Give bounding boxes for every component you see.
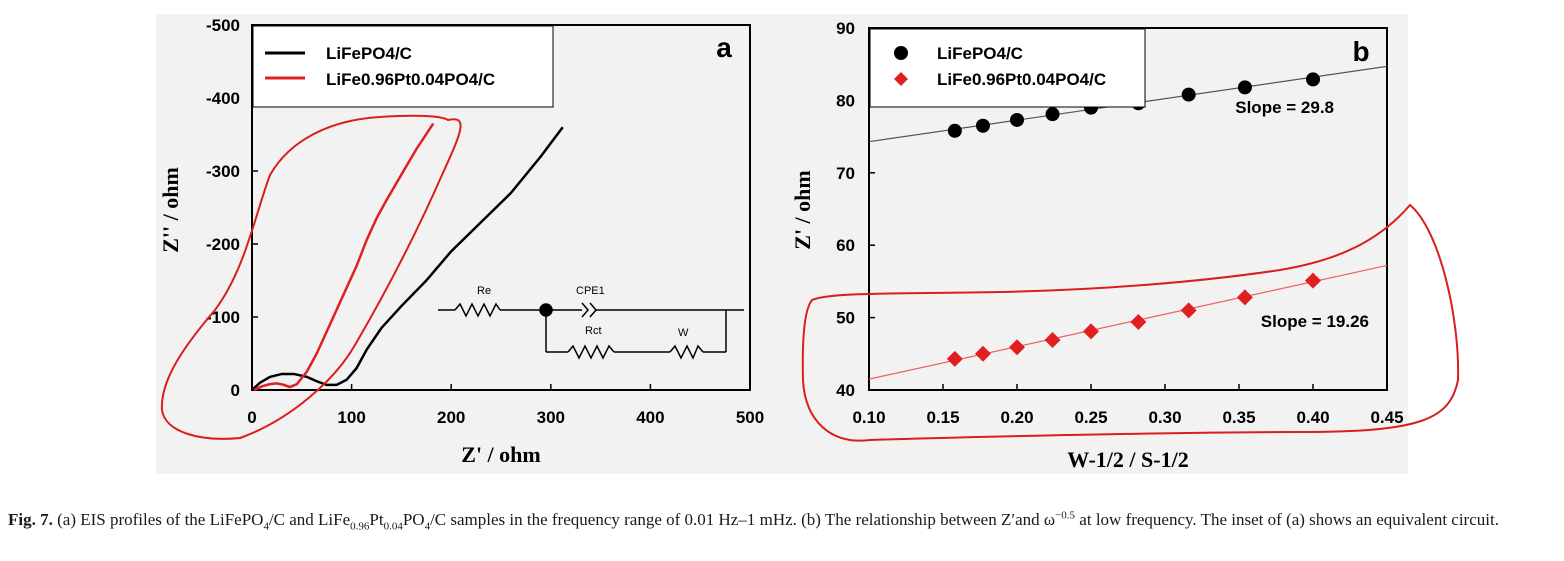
panel-a-series-line-2	[253, 122, 435, 392]
circuit-label-re: Re	[477, 285, 491, 297]
panel-b-xtick-label: 0.15	[926, 408, 959, 427]
equivalent-circuit-inset	[438, 302, 744, 360]
panel-b-xtick-label: 0.10	[852, 408, 885, 427]
panel-b-point-diamond	[1305, 272, 1321, 289]
panel-a-axes: 0 100 200 300 400 500 0 -100 -200 -300 -400 -500	[206, 16, 764, 427]
panel-a-ytick-label: -400	[206, 89, 240, 108]
panel-a-xtick-label: 400	[636, 408, 664, 427]
legend-b-label-2: LiFe0.96Pt0.04PO4/C	[937, 70, 1106, 89]
circuit-label-w: W	[678, 327, 689, 339]
panel-b-point-diamond	[1130, 313, 1147, 330]
panel-a-xtick-label: 500	[736, 408, 764, 427]
legend-a-label-2: LiFe0.96Pt0.04PO4/C	[326, 70, 495, 89]
panel-a-ylabel: Z'' / ohm	[158, 167, 183, 253]
panel-b-xtick-label: 0.45	[1370, 408, 1403, 427]
panel-b-point-diamond	[974, 345, 991, 362]
legend-b-marker-circle	[894, 46, 908, 60]
panel-b-xtick-label: 0.30	[1148, 408, 1181, 427]
panel-a-ytick-label: 0	[231, 381, 240, 400]
legend-a-label-1: LiFePO4/C	[326, 44, 412, 63]
panel-a-letter: a	[716, 32, 732, 63]
panel-a-series-line-1	[251, 126, 564, 391]
panel-a-xtick-label: 300	[537, 408, 565, 427]
panel-b-ytick-label: 70	[836, 164, 855, 183]
panel-b-xtick-label: 0.20	[1000, 408, 1033, 427]
panel-b-axes: 0.10 0.15 0.20 0.25 0.30 0.35 0.40 0.45 40 50 60 70…	[836, 19, 1403, 427]
panel-b-point-diamond	[1180, 302, 1197, 319]
panel-b-point-circle	[975, 118, 990, 133]
panel-a-ytick-label: -100	[206, 308, 240, 327]
panel-a-xtick-label: 100	[337, 408, 365, 427]
annotation-loop-a	[160, 114, 462, 440]
panel-b-ytick-label: 90	[836, 19, 855, 38]
slope-label-black: Slope = 29.8	[1235, 98, 1334, 117]
panel-a-xtick-label: 200	[437, 408, 465, 427]
panel-b-point-diamond	[1009, 339, 1025, 356]
figure-caption: Fig. 7. (a) EIS profiles of the LiFePO4/…	[8, 509, 1499, 533]
panel-a-ytick-label: -300	[206, 162, 240, 181]
panel-a-legend: LiFePO4/C LiFe0.96Pt0.04PO4/C	[252, 25, 554, 108]
panel-b-point-circle	[1306, 72, 1320, 87]
annotation-loop-b	[801, 203, 1460, 442]
panel-b-xtick-label: 0.40	[1296, 408, 1329, 427]
panel-b-xtick-label: 0.35	[1222, 408, 1255, 427]
panel-b-ytick-label: 50	[836, 309, 855, 328]
panel-b-ytick-label: 80	[836, 91, 855, 110]
panel-a-legend-box	[252, 25, 554, 108]
panel-b-point-circle	[1237, 80, 1252, 95]
panel-b-point-circle	[1045, 107, 1060, 122]
panel-b-series	[868, 65, 1388, 380]
legend-b-marker-diamond	[894, 72, 908, 86]
panel-b-ytick-label: 60	[836, 236, 855, 255]
panel-b-point-diamond	[1044, 332, 1061, 349]
panel-b-xtick-label: 0.25	[1074, 408, 1107, 427]
panel-a-series	[251, 122, 564, 392]
panel-a-ytick-label: -500	[206, 16, 240, 35]
panel-b-point-diamond	[946, 350, 963, 367]
panel-b-ytick-label: 40	[836, 381, 855, 400]
circuit-label-rct: Rct	[585, 325, 602, 337]
panel-b-ylabel: Z' / ohm	[790, 170, 815, 249]
panel-a: 0 100 200 300 400 500 0 -100 -200 -300 -400 -500 Li…	[158, 16, 764, 467]
circuit-label-cpe1: CPE1	[576, 285, 605, 297]
slope-label-red: Slope = 19.26	[1261, 312, 1369, 331]
panel-a-xlabel: Z' / ohm	[461, 442, 540, 467]
panel-b-letter: b	[1352, 36, 1369, 67]
panel-b-point-diamond	[1236, 289, 1253, 306]
panel-b: 0.10 0.15 0.20 0.25 0.30 0.35 0.40 0.45 40 50 60 70…	[790, 19, 1460, 472]
panel-b-legend: LiFePO4/C LiFe0.96Pt0.04PO4/C	[869, 28, 1146, 108]
panel-b-point-circle	[1010, 112, 1024, 127]
panel-b-point-diamond	[1083, 323, 1099, 340]
legend-b-label-1: LiFePO4/C	[937, 44, 1023, 63]
panel-b-point-circle	[947, 123, 962, 138]
figure: 0 100 200 300 400 500 0 -100 -200 -300 -400 -500 Li…	[156, 14, 1460, 474]
panel-b-point-circle	[1181, 87, 1196, 102]
panel-a-xtick-label: 0	[247, 408, 256, 427]
panel-b-legend-box	[869, 28, 1146, 108]
panel-a-ytick-label: -200	[206, 235, 240, 254]
panel-b-xlabel: W-1/2 / S-1/2	[1067, 447, 1188, 472]
